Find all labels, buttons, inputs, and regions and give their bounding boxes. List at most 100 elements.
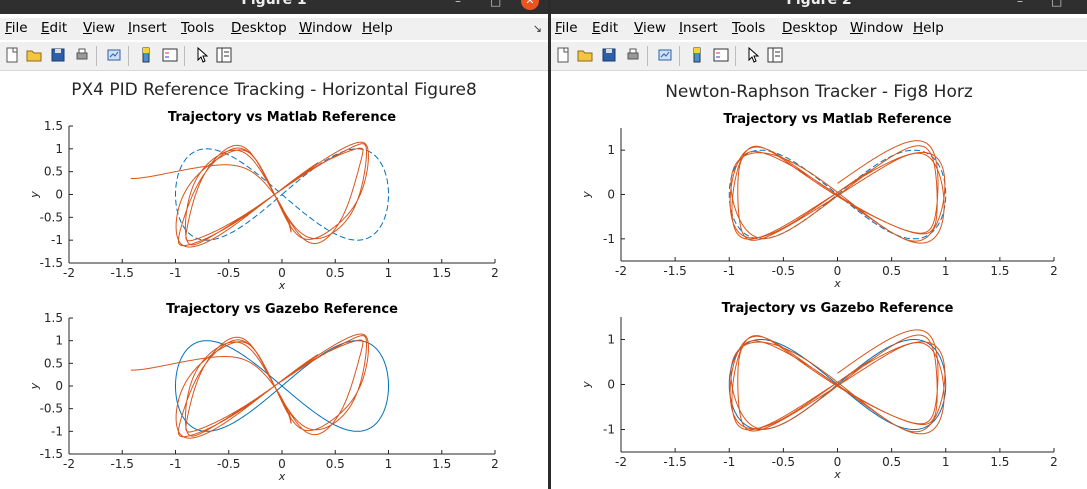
pointer-icon[interactable] — [745, 47, 761, 63]
y-tick-label: 1 — [55, 142, 63, 156]
minimize-icon[interactable]: – — [455, 0, 461, 8]
toolbar — [551, 42, 1087, 71]
colorbar-icon[interactable] — [138, 47, 154, 63]
window-title: Figure 2 — [786, 0, 852, 8]
open-file-icon[interactable] — [577, 47, 593, 63]
legend-icon[interactable] — [162, 47, 178, 63]
x-tick-label: 0 — [834, 264, 842, 278]
y-tick-label: -1 — [51, 233, 63, 247]
reference-line — [728, 339, 947, 430]
menu-insert[interactable]: Insert — [679, 20, 718, 36]
axes-title: Trajectory vs Matlab Reference — [168, 110, 396, 125]
link-plot-icon[interactable] — [106, 47, 122, 63]
figure-title: Newton-Raphson Tracker - Fig8 Horz — [665, 82, 973, 102]
new-figure-icon[interactable] — [4, 47, 20, 63]
x-tick-label: -0.5 — [217, 457, 240, 471]
x-tick-label: 1.5 — [990, 264, 1009, 278]
maximize-icon[interactable]: □ — [490, 0, 502, 8]
toolbar-separator — [184, 46, 185, 66]
x-tick-label: -1.5 — [111, 457, 134, 471]
x-tick-label: 2 — [491, 457, 499, 471]
save-icon[interactable] — [601, 47, 617, 63]
x-tick-label: -1 — [723, 455, 735, 469]
x-tick-label: 1.5 — [432, 457, 451, 471]
open-file-icon[interactable] — [26, 47, 42, 63]
x-tick-label: -1.5 — [663, 455, 686, 469]
x-tick-label: 1 — [942, 264, 950, 278]
figure2-canvas: Newton-Raphson Tracker - Fig8 Horz Trajec… — [551, 71, 1087, 489]
close-icon[interactable]: ✕ — [521, 0, 539, 10]
x-tick-label: -2 — [615, 264, 627, 278]
y-tick-label: 0 — [607, 188, 615, 202]
property-editor-icon[interactable] — [767, 47, 783, 63]
maximize-icon[interactable]: □ — [1051, 0, 1063, 8]
y-tick-label: 0 — [55, 188, 63, 202]
x-axis-label: x — [278, 279, 286, 292]
plot-2[interactable]: Trajectory vs Gazebo Reference-2 -1.5 -1 -0… — [580, 301, 1058, 481]
menu-file[interactable]: File — [555, 20, 578, 36]
plot-1[interactable]: Trajectory vs Matlab Reference-2 -1.5 -1 -0… — [28, 110, 499, 292]
x-tick-label: -1.5 — [111, 266, 134, 280]
x-tick-label: 0 — [278, 457, 286, 471]
menu-edit[interactable]: Edit — [592, 20, 619, 36]
menu-insert[interactable]: Insert — [128, 20, 167, 36]
axes-title: Trajectory vs Matlab Reference — [723, 112, 951, 127]
x-tick-label: -2 — [63, 457, 75, 471]
print-icon[interactable] — [625, 47, 641, 63]
menu-help[interactable]: Help — [913, 20, 944, 36]
link-plot-icon[interactable] — [657, 47, 673, 63]
y-tick-label: -1 — [51, 424, 63, 438]
x-tick-label: -2 — [615, 455, 627, 469]
y-axis-label: y — [580, 191, 593, 199]
plot-lines — [130, 333, 389, 439]
x-tick-label: 0.5 — [326, 457, 345, 471]
figure2-svg: Newton-Raphson Tracker - Fig8 Horz Trajec… — [580, 82, 1058, 481]
property-editor-icon[interactable] — [216, 47, 232, 63]
print-icon[interactable] — [74, 47, 90, 63]
toolbar-separator — [128, 46, 129, 66]
dock-arrow-icon[interactable]: ↘ — [532, 22, 542, 35]
menu-desktop[interactable]: Desktop — [231, 20, 287, 36]
menu-window[interactable]: Window — [850, 20, 904, 36]
figure1-svg: PX4 PID Reference Tracking - Horizontal … — [28, 80, 499, 483]
menu-tools[interactable]: Tools — [732, 20, 766, 36]
x-tick-label: 1 — [385, 266, 393, 280]
x-tick-label: 0.5 — [882, 264, 901, 278]
y-axis-label: y — [28, 191, 41, 199]
new-figure-icon[interactable] — [555, 47, 571, 63]
reference-line — [175, 148, 389, 241]
menu-view[interactable]: View — [634, 20, 667, 36]
menu-help[interactable]: Help — [362, 20, 393, 36]
colorbar-icon[interactable] — [689, 47, 705, 63]
y-tick-label: 0 — [55, 379, 63, 393]
figure1-titlebar: Figure 1 – □ ✕ — [0, 0, 548, 14]
y-tick-label: -1 — [603, 423, 615, 437]
save-icon[interactable] — [50, 47, 66, 63]
toolbar-separator — [679, 46, 680, 66]
x-tick-label: 0 — [278, 266, 286, 280]
axes-title: Trajectory vs Gazebo Reference — [722, 301, 954, 316]
trajectory-line — [729, 329, 946, 435]
menu-edit[interactable]: Edit — [41, 20, 68, 36]
pointer-icon[interactable] — [194, 47, 210, 63]
minimize-icon[interactable]: – — [1017, 0, 1023, 8]
y-tick-label: 1 — [607, 143, 615, 157]
menu-file[interactable]: File — [5, 20, 28, 36]
plot-2[interactable]: Trajectory vs Gazebo Reference-2 -1.5 -1 -0… — [28, 302, 499, 483]
x-tick-label: 1.5 — [990, 455, 1009, 469]
menu-tools[interactable]: Tools — [181, 20, 215, 36]
menu-desktop[interactable]: Desktop — [782, 20, 838, 36]
y-tick-label: 1 — [607, 333, 615, 347]
legend-icon[interactable] — [713, 47, 729, 63]
y-tick-label: 0.5 — [44, 356, 63, 370]
x-tick-label: 0.5 — [326, 266, 345, 280]
x-axis-label: x — [833, 277, 841, 290]
menu-view[interactable]: View — [83, 20, 116, 36]
menu-window[interactable]: Window — [299, 20, 353, 36]
plot-1[interactable]: Trajectory vs Matlab Reference-2 -1.5 -1 -0… — [580, 112, 1058, 290]
toolbar — [0, 42, 548, 71]
menubar: File Edit View Insert Tools Desktop Window Help — [0, 18, 548, 40]
y-tick-label: 0 — [607, 378, 615, 392]
x-tick-label: 2 — [491, 266, 499, 280]
window-title: Figure 1 — [241, 0, 307, 8]
